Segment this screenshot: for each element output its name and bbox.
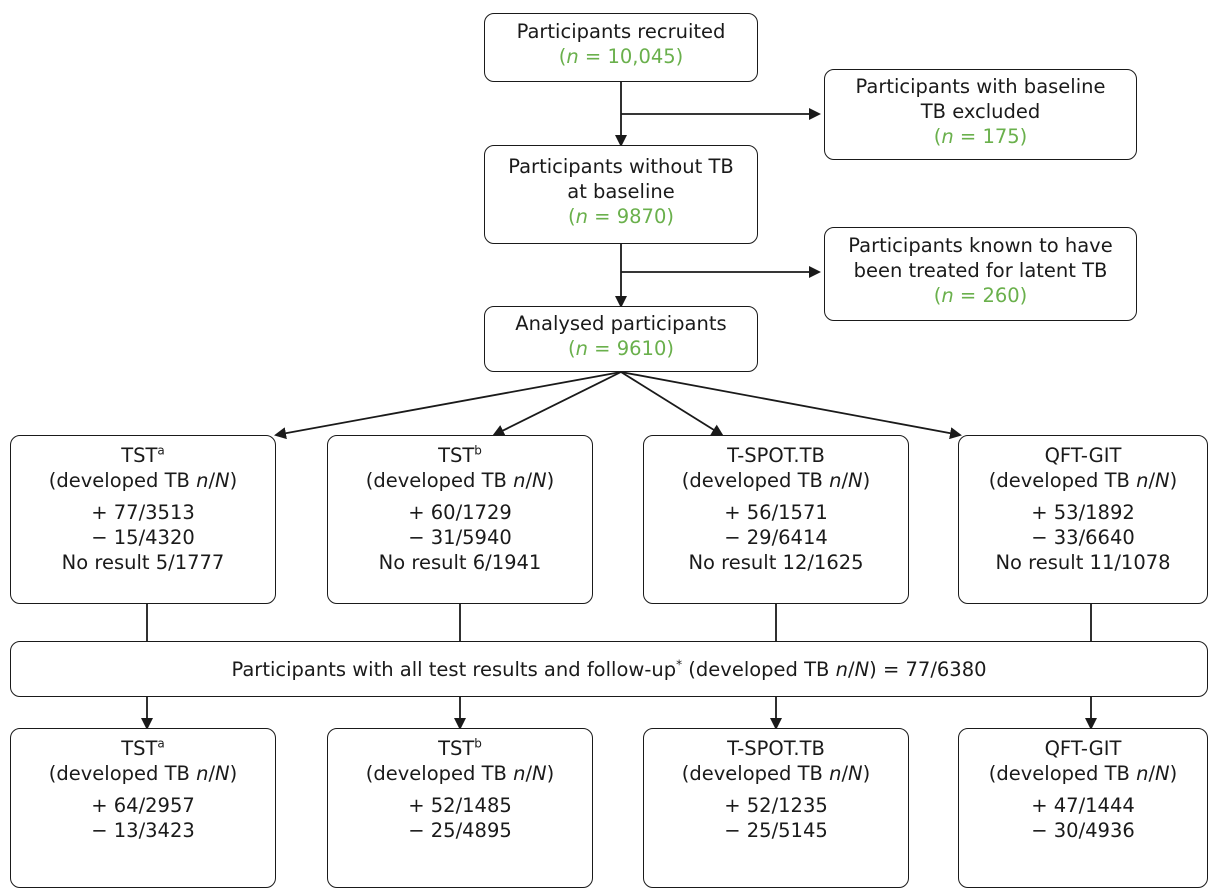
test-box-tsta: TSTa (developed TB n/N) + 77/3513 − 15/4…	[10, 435, 276, 604]
test-box-tstb: TSTb (developed TB n/N) + 60/1729 − 31/5…	[327, 435, 593, 604]
developed-label: (developed TB n/N)	[365, 469, 555, 492]
arrow-analysed-to-tstb	[492, 371, 622, 436]
treated-latent-count: (n = 260)	[933, 284, 1028, 307]
bottom-test-box-tsta: TSTa (developed TB n/N) + 64/2957 − 13/3…	[10, 728, 276, 888]
test-box-qft: QFT-GIT (developed TB n/N) + 53/1892 − 3…	[958, 435, 1208, 604]
negative-result: − 30/4936	[1031, 819, 1135, 842]
positive-result: + 64/2957	[91, 794, 195, 817]
flow-connectors	[141, 82, 1097, 730]
negative-result: − 25/5145	[724, 819, 828, 842]
test-name: TSTb	[438, 443, 482, 467]
positive-result: + 53/1892	[1031, 501, 1135, 524]
developed-label: (developed TB n/N)	[48, 762, 238, 785]
positive-result: + 47/1444	[1031, 794, 1135, 817]
positive-result: + 52/1485	[408, 794, 512, 817]
positive-result: + 60/1729	[408, 501, 512, 524]
baseline-excluded-box: Participants with baseline TB excluded (…	[824, 69, 1137, 160]
no-result: No result 5/1777	[61, 551, 225, 574]
without-tb-line1: Participants without TB	[508, 155, 734, 178]
test-name: T-SPOT.TB	[727, 737, 825, 760]
positive-result: + 77/3513	[91, 501, 195, 524]
baseline-excluded-count: (n = 175)	[933, 125, 1028, 148]
all-results-box: Participants with all test results and f…	[10, 641, 1208, 697]
negative-result: − 31/5940	[408, 526, 512, 549]
treated-latent-line1: Participants known to have	[848, 234, 1113, 257]
analysed-count: (n = 9610)	[568, 337, 674, 360]
without-tb-box: Participants without TB at baseline (n =…	[484, 145, 758, 244]
positive-result: + 56/1571	[724, 501, 828, 524]
arrow-analysed-to-qft	[620, 371, 962, 440]
analysed-box: Analysed participants (n = 9610)	[484, 306, 758, 372]
baseline-excluded-line1: Participants with baseline	[855, 75, 1106, 98]
treated-latent-line2: been treated for latent TB	[853, 259, 1108, 282]
test-box-tspot: T-SPOT.TB (developed TB n/N) + 56/1571 −…	[643, 435, 909, 604]
developed-label: (developed TB n/N)	[681, 762, 871, 785]
recruited-count: (n = 10,045)	[558, 45, 684, 68]
developed-label: (developed TB n/N)	[48, 469, 238, 492]
treated-latent-box: Participants known to have been treated …	[824, 227, 1137, 321]
recruited-box: Participants recruited (n = 10,045)	[484, 13, 758, 82]
all-results-label: Participants with all test results and f…	[231, 657, 987, 681]
developed-label: (developed TB n/N)	[365, 762, 555, 785]
negative-result: − 13/3423	[91, 819, 195, 842]
arrow-analysed-to-tspot	[620, 371, 724, 437]
developed-label: (developed TB n/N)	[988, 469, 1178, 492]
bottom-test-box-tstb: TSTb (developed TB n/N) + 52/1485 − 25/4…	[327, 728, 593, 888]
developed-label: (developed TB n/N)	[988, 762, 1178, 785]
negative-result: − 25/4895	[408, 819, 512, 842]
without-tb-line2: at baseline	[567, 180, 675, 203]
test-name: TSTa	[121, 736, 165, 760]
recruited-label: Participants recruited	[516, 20, 726, 43]
test-name: QFT-GIT	[1044, 737, 1122, 760]
negative-result: − 33/6640	[1031, 526, 1135, 549]
test-name: T-SPOT.TB	[727, 444, 825, 467]
no-result: No result 12/1625	[688, 551, 864, 574]
positive-result: + 52/1235	[724, 794, 828, 817]
test-name: TSTa	[121, 443, 165, 467]
bottom-test-box-tspot: T-SPOT.TB (developed TB n/N) + 52/1235 −…	[643, 728, 909, 888]
developed-label: (developed TB n/N)	[681, 469, 871, 492]
without-tb-count: (n = 9870)	[568, 205, 674, 228]
arrow-analysed-to-tsta	[274, 371, 622, 440]
negative-result: − 29/6414	[724, 526, 828, 549]
no-result: No result 11/1078	[995, 551, 1171, 574]
baseline-excluded-line2: TB excluded	[920, 100, 1041, 123]
test-name: TSTb	[438, 736, 482, 760]
test-name: QFT-GIT	[1044, 444, 1122, 467]
no-result: No result 6/1941	[378, 551, 542, 574]
analysed-label: Analysed participants	[515, 312, 727, 335]
negative-result: − 15/4320	[91, 526, 195, 549]
bottom-test-box-qft: QFT-GIT (developed TB n/N) + 47/1444 − 3…	[958, 728, 1208, 888]
